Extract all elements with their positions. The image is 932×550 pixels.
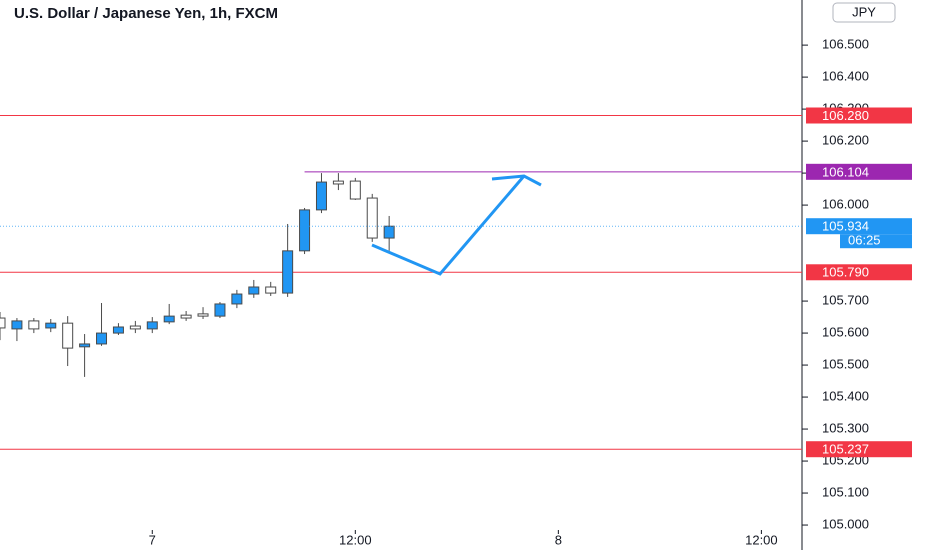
- candle-body: [62, 322, 74, 349]
- price-label-box: [806, 441, 912, 458]
- current-price-label: 105.934: [822, 219, 869, 234]
- price-label: 105.790: [822, 265, 869, 280]
- candle-body: [265, 286, 277, 294]
- candle-body: [231, 293, 243, 305]
- candle-body: [11, 320, 23, 330]
- candle-body: [163, 315, 175, 323]
- y-tick-label: 106.200: [822, 133, 869, 148]
- candle-body: [28, 320, 40, 330]
- y-tick-label: 105.700: [822, 293, 869, 308]
- price-label: 105.237: [822, 442, 869, 457]
- candle-body: [299, 209, 311, 252]
- y-tick-label: 106.500: [822, 37, 869, 52]
- price-label-box: [806, 163, 912, 180]
- candle-body: [366, 197, 378, 239]
- y-tick-label: 105.000: [822, 516, 869, 531]
- currency-badge: [832, 2, 896, 23]
- arrow-head: [491, 174, 542, 187]
- y-tick-label: 106.000: [822, 197, 869, 212]
- candle-body: [332, 180, 344, 185]
- candle-body: [349, 180, 361, 200]
- countdown-box: [840, 234, 912, 249]
- price-label-box: [806, 107, 912, 124]
- candle-body: [146, 321, 158, 330]
- drawing-arrow: [371, 174, 542, 276]
- price-label: 106.280: [822, 108, 869, 123]
- current-price-box: [806, 218, 912, 235]
- y-tick-label: 105.400: [822, 388, 869, 403]
- arrow-path: [371, 175, 526, 276]
- candle-body: [383, 225, 395, 239]
- candle-body: [79, 343, 91, 348]
- price-label: 106.104: [822, 164, 869, 179]
- x-tick-label: 7: [149, 532, 156, 547]
- y-tick-label: 106.400: [822, 69, 869, 84]
- candle-body: [214, 303, 226, 317]
- x-tick-label: 12:00: [339, 532, 372, 547]
- candle-body: [129, 325, 141, 330]
- chart-title: U.S. Dollar / Japanese Yen, 1h, FXCM: [14, 5, 278, 22]
- price-axis: 105.000105.100105.200105.300105.400105.5…: [149, 37, 912, 547]
- candle-body: [96, 332, 108, 345]
- currency-label: JPY: [852, 4, 876, 19]
- candle-body: [0, 317, 6, 329]
- x-tick-label: 12:00: [745, 532, 778, 547]
- candle-body: [248, 286, 260, 295]
- x-tick-label: 8: [555, 532, 562, 547]
- plot: [0, 115, 802, 450]
- candle-body: [197, 313, 209, 317]
- candle-body: [282, 250, 294, 294]
- countdown-label: 06:25: [848, 233, 881, 248]
- y-tick-label: 105.100: [822, 484, 869, 499]
- candle-body: [112, 326, 124, 334]
- candle-body: [45, 322, 57, 329]
- candle-body: [180, 314, 192, 319]
- y-tick-label: 105.500: [822, 357, 869, 372]
- candle-body: [315, 181, 327, 211]
- y-tick-label: 105.300: [822, 420, 869, 435]
- price-label-box: [806, 264, 912, 281]
- y-tick-label: 105.600: [822, 325, 869, 340]
